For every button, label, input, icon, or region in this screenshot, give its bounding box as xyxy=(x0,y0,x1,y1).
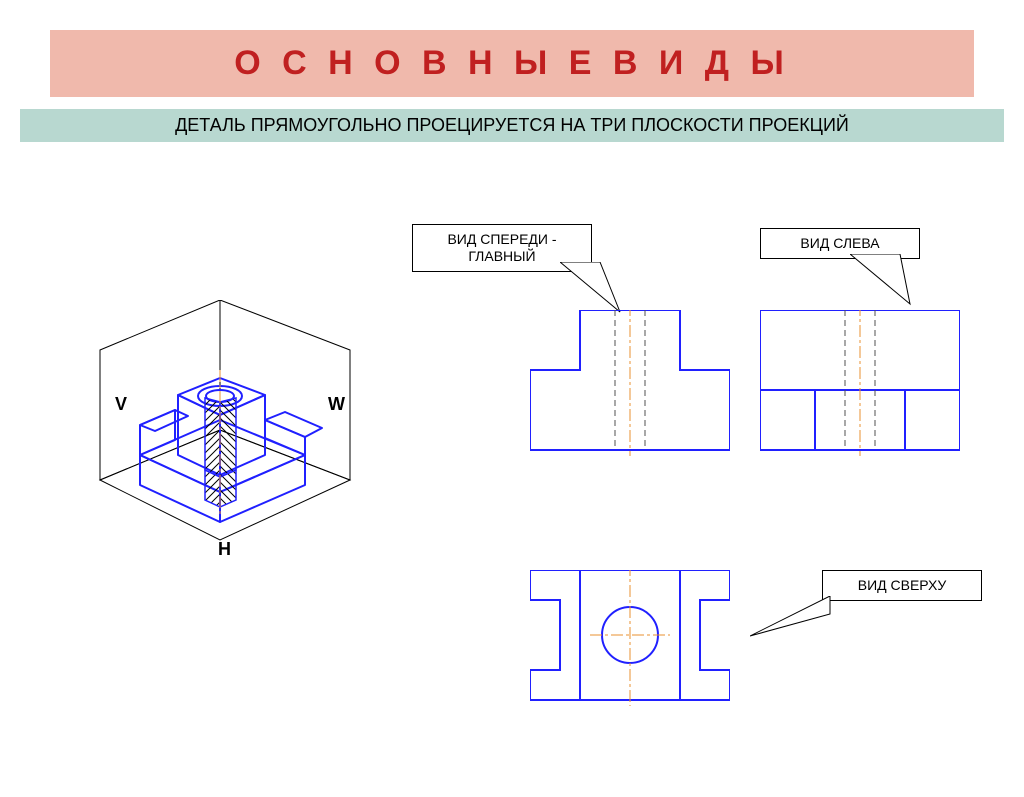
iso-label-v: V xyxy=(115,394,127,414)
isometric-view: V W H xyxy=(70,300,390,600)
callout-top-pointer xyxy=(750,596,840,646)
subtitle-bar: ДЕТАЛЬ ПРЯМОУГОЛЬНО ПРОЕЦИРУЕТСЯ НА ТРИ … xyxy=(20,109,1004,142)
callout-left-pointer xyxy=(850,254,930,314)
left-view xyxy=(760,310,960,460)
callout-top: ВИД СВЕРХУ xyxy=(822,570,982,601)
title-bar: О С Н О В Н Ы Е В И Д Ы xyxy=(50,30,974,97)
top-view xyxy=(530,570,730,710)
iso-label-h: H xyxy=(218,539,231,559)
callout-front-label: ВИД СПЕРЕДИ - ГЛАВНЫЙ xyxy=(447,231,556,264)
front-view xyxy=(530,310,730,460)
page-title: О С Н О В Н Ы Е В И Д Ы xyxy=(234,44,789,82)
page-subtitle: ДЕТАЛЬ ПРЯМОУГОЛЬНО ПРОЕЦИРУЕТСЯ НА ТРИ … xyxy=(175,115,849,135)
iso-label-w: W xyxy=(328,394,345,414)
callout-top-label: ВИД СВЕРХУ xyxy=(858,577,947,593)
callout-left-label: ВИД СЛЕВА xyxy=(800,235,879,251)
